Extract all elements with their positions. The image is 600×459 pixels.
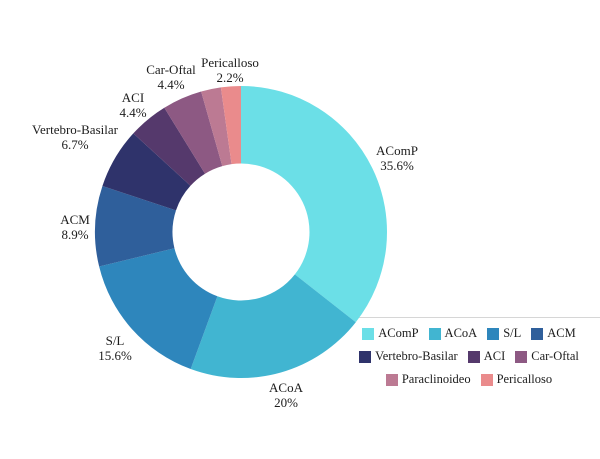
slice-pericalloso xyxy=(220,86,241,165)
slice-vertebro-basilar xyxy=(102,133,191,211)
legend-swatch-car-oftal xyxy=(515,350,528,363)
legend-row: AComP ACoA S/L ACM xyxy=(356,326,582,341)
legend-item-s-l: S/L xyxy=(487,326,521,341)
legend-item-acoa: ACoA xyxy=(428,326,478,341)
legend-swatch-acomp xyxy=(362,327,375,340)
legend-label: AComP xyxy=(378,326,419,340)
legend-item-aci: ACI xyxy=(467,349,506,364)
legend-row: Vertebro-Basilar ACI Car-Oftal xyxy=(356,349,582,364)
slice-acomp xyxy=(241,86,388,323)
legend-row: Paraclinoideo Pericalloso xyxy=(356,372,582,387)
legend-item-pericalloso: Pericalloso xyxy=(480,372,553,387)
legend-swatch-pericalloso xyxy=(480,373,493,386)
legend-swatch-aci xyxy=(467,350,480,363)
legend: AComP ACoA S/L ACM Vertebro-Basilar ACI Car-Of… xyxy=(356,317,600,387)
legend-swatch-paraclinoideo xyxy=(385,373,398,386)
legend-label: ACM xyxy=(547,326,576,340)
legend-label: ACoA xyxy=(444,326,478,340)
legend-label: Pericalloso xyxy=(496,372,553,386)
slice-acm xyxy=(94,186,176,267)
legend-label: S/L xyxy=(503,326,522,340)
slice-acoa xyxy=(190,274,356,379)
legend-swatch-vertebro-basilar xyxy=(359,350,372,363)
slice-paraclinoideo xyxy=(201,87,232,167)
legend-label: Paraclinoideo xyxy=(401,372,471,386)
legend-label: ACI xyxy=(483,349,506,363)
legend-item-paraclinoideo: Paraclinoideo xyxy=(385,372,471,387)
legend-swatch-acoa xyxy=(428,327,441,340)
legend-item-vertebro-basilar: Vertebro-Basilar xyxy=(359,349,458,364)
legend-label: Car-Oftal xyxy=(531,349,579,363)
legend-swatch-acm xyxy=(531,327,544,340)
slice-s-l xyxy=(99,248,218,370)
legend-divider-line xyxy=(352,317,600,318)
slice-car-oftal xyxy=(164,91,223,174)
legend-item-acm: ACM xyxy=(531,326,576,341)
legend-swatch-s-l xyxy=(487,327,500,340)
legend-label: Vertebro-Basilar xyxy=(375,349,458,363)
slice-aci xyxy=(133,107,206,186)
legend-item-car-oftal: Car-Oftal xyxy=(515,349,579,364)
legend-item-acomp: AComP xyxy=(362,326,419,341)
